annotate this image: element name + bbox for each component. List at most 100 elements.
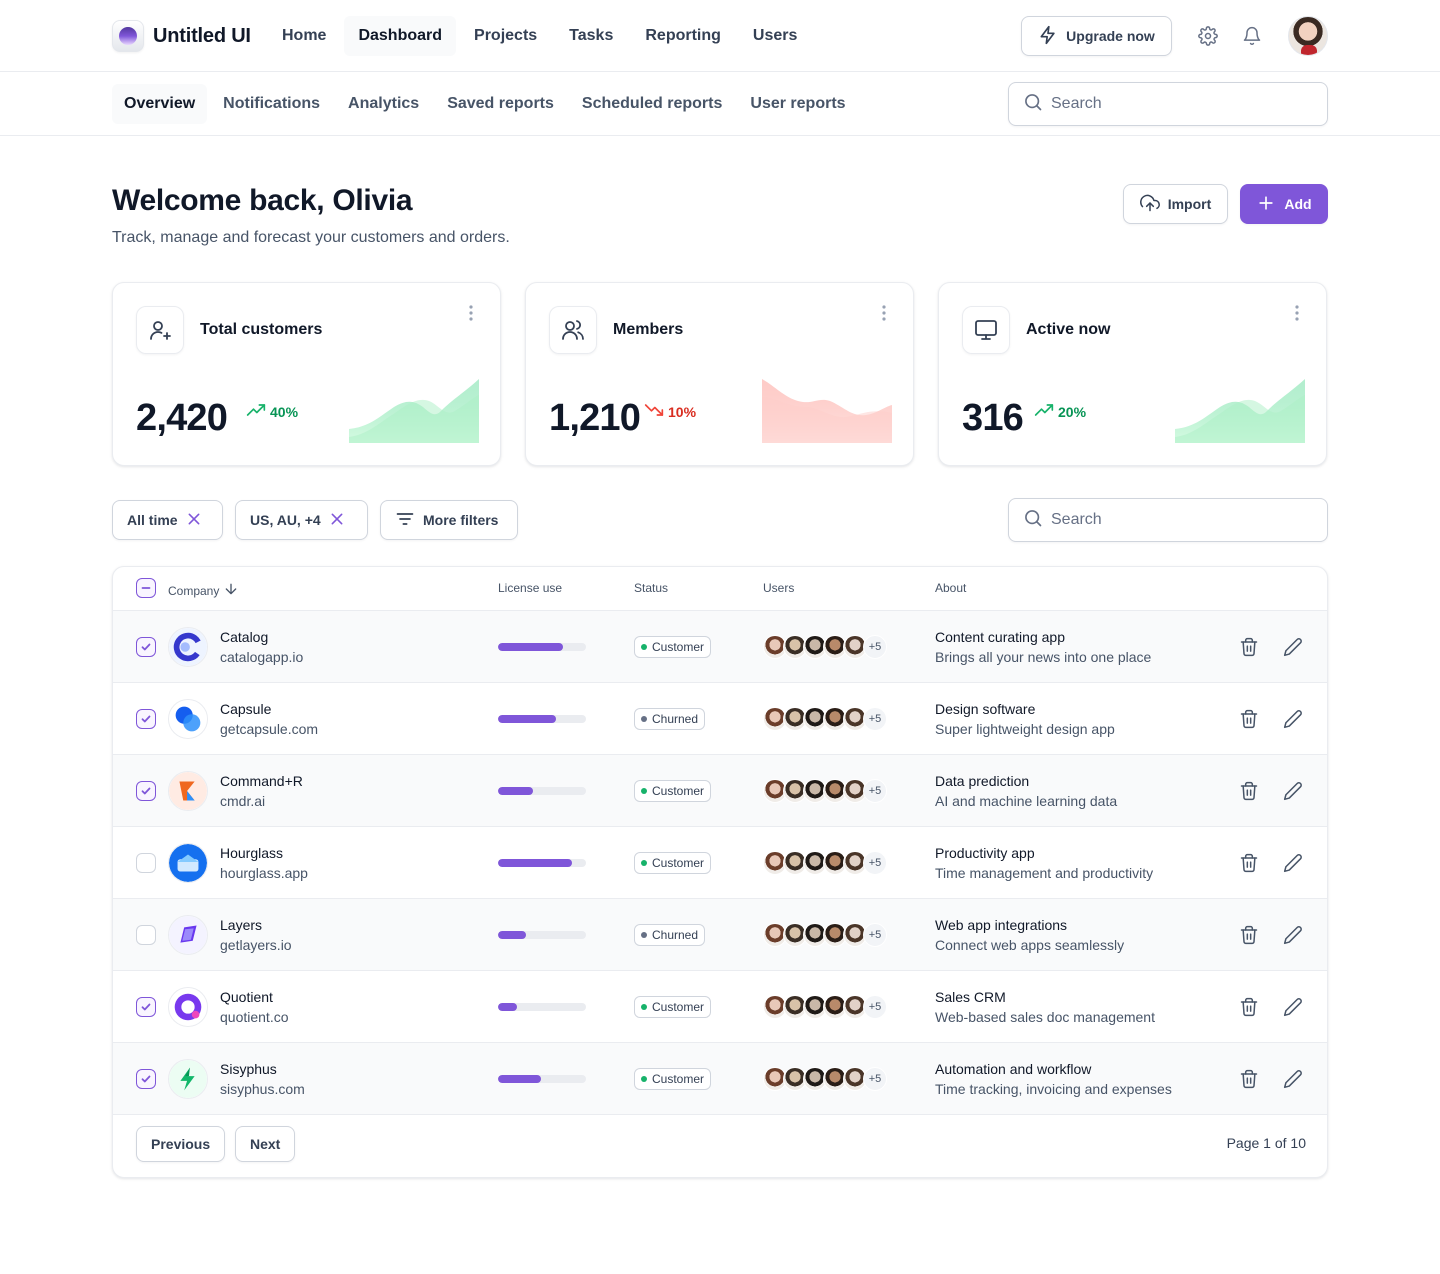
nav-home[interactable]: Home <box>282 27 327 44</box>
top-navigation-bar: Untitled UI Home Dashboard Projects Task… <box>0 0 1440 72</box>
table-row[interactable]: Command+R cmdr.ai Customer +5 Data predi… <box>113 755 1327 827</box>
user-avatar[interactable] <box>843 995 867 1019</box>
more-users-count[interactable]: +5 <box>863 779 887 803</box>
tab-overview[interactable]: Overview <box>112 84 208 124</box>
row-checkbox[interactable] <box>136 925 156 945</box>
edit-pencil-icon[interactable] <box>1283 853 1303 873</box>
next-button[interactable]: Next <box>235 1126 296 1162</box>
user-avatar[interactable] <box>823 707 847 731</box>
select-all-checkbox[interactable] <box>136 578 156 598</box>
status-label: Customer <box>652 784 705 798</box>
row-checkbox[interactable] <box>136 997 156 1017</box>
filter-chip-regions[interactable]: US, AU, +4 <box>235 500 368 540</box>
edit-pencil-icon[interactable] <box>1283 925 1303 945</box>
more-users-count[interactable]: +5 <box>863 707 887 731</box>
add-label: Add <box>1284 196 1312 212</box>
table-search-field[interactable] <box>1008 498 1328 542</box>
edit-pencil-icon[interactable] <box>1283 709 1303 729</box>
about-title: Productivity app <box>935 845 1035 861</box>
trash-icon[interactable] <box>1239 781 1259 801</box>
metric-value: 1,210 <box>549 397 641 439</box>
license-progress-fill <box>498 859 572 867</box>
sub-nav: Overview Notifications Analytics Saved r… <box>112 84 858 124</box>
tab-saved-reports[interactable]: Saved reports <box>447 95 554 112</box>
more-users-count[interactable]: +5 <box>863 635 887 659</box>
nav-projects[interactable]: Projects <box>474 27 538 44</box>
close-icon[interactable] <box>329 511 345 530</box>
tab-user-reports[interactable]: User reports <box>750 95 846 112</box>
company-domain: getcapsule.com <box>220 721 319 737</box>
more-filters-label: More filters <box>423 512 499 528</box>
row-checkbox[interactable] <box>136 853 156 873</box>
filter-chip-label: All time <box>127 512 178 528</box>
trash-icon[interactable] <box>1239 853 1259 873</box>
table-row[interactable]: Capsule getcapsule.com Churned +5 Design… <box>113 683 1327 755</box>
user-avatar[interactable] <box>803 851 827 875</box>
tab-scheduled-reports[interactable]: Scheduled reports <box>581 95 723 112</box>
user-plus-icon <box>136 306 184 354</box>
company-logo-sisyphus <box>168 1059 208 1099</box>
edit-pencil-icon[interactable] <box>1283 1069 1303 1089</box>
row-checkbox[interactable] <box>136 709 156 729</box>
row-checkbox[interactable] <box>136 637 156 657</box>
trash-icon[interactable] <box>1239 709 1259 729</box>
status-dot <box>641 932 647 938</box>
user-avatar[interactable] <box>1288 16 1328 56</box>
bell-icon[interactable] <box>1240 24 1264 48</box>
import-button[interactable]: Import <box>1123 184 1228 224</box>
company-domain: hourglass.app <box>220 865 308 881</box>
nav-tasks[interactable]: Tasks <box>569 27 614 44</box>
nav-users[interactable]: Users <box>752 27 798 44</box>
more-users-count[interactable]: +5 <box>863 923 887 947</box>
close-icon[interactable] <box>186 511 202 530</box>
avatar-group: +5 <box>763 995 887 1019</box>
table-row[interactable]: Sisyphus sisyphus.com Customer +5 Automa… <box>113 1043 1327 1115</box>
table-row[interactable]: Quotient quotient.co Customer +5 Sales C… <box>113 971 1327 1043</box>
status-badge: Customer <box>634 1068 712 1090</box>
more-users-count[interactable]: +5 <box>863 1067 887 1091</box>
edit-pencil-icon[interactable] <box>1283 781 1303 801</box>
table-row[interactable]: Layers getlayers.io Churned +5 Web app i… <box>113 899 1327 971</box>
trash-icon[interactable] <box>1239 997 1259 1017</box>
previous-button[interactable]: Previous <box>136 1126 226 1162</box>
upgrade-now-button[interactable]: Upgrade now <box>1021 16 1172 56</box>
trash-icon[interactable] <box>1239 925 1259 945</box>
table-search-input[interactable] <box>1051 511 1301 529</box>
more-users-count[interactable]: +5 <box>863 995 887 1019</box>
table-row[interactable]: Catalog catalogapp.io Customer +5 Conten… <box>113 611 1327 683</box>
more-vertical-icon[interactable] <box>1289 303 1305 323</box>
row-checkbox[interactable] <box>136 1069 156 1089</box>
table-row[interactable]: Hourglass hourglass.app Customer +5 Prod… <box>113 827 1327 899</box>
trash-icon[interactable] <box>1239 1069 1259 1089</box>
more-filters-button[interactable]: More filters <box>380 500 518 540</box>
more-users-count[interactable]: +5 <box>863 851 887 875</box>
row-checkbox[interactable] <box>136 781 156 801</box>
company-name: Catalog <box>220 629 269 645</box>
nav-reporting[interactable]: Reporting <box>645 27 721 44</box>
tab-analytics[interactable]: Analytics <box>348 95 420 112</box>
app-logo[interactable]: Untitled UI <box>112 20 251 52</box>
more-vertical-icon[interactable] <box>463 303 479 323</box>
column-company[interactable]: Company <box>168 581 239 600</box>
metric-trend: 40% <box>246 400 298 423</box>
avatar-group: +5 <box>763 779 887 803</box>
more-vertical-icon[interactable] <box>876 303 892 323</box>
trash-icon[interactable] <box>1239 637 1259 657</box>
edit-pencil-icon[interactable] <box>1283 637 1303 657</box>
metric-trend: 20% <box>1034 400 1086 423</box>
gear-icon[interactable] <box>1196 24 1220 48</box>
column-about: About <box>935 581 967 595</box>
tab-notifications[interactable]: Notifications <box>223 95 321 112</box>
edit-pencil-icon[interactable] <box>1283 997 1303 1017</box>
company-logo-layers <box>168 915 208 955</box>
metric-value: 316 <box>962 397 1024 439</box>
add-button[interactable]: Add <box>1240 184 1328 224</box>
filter-chip-all-time[interactable]: All time <box>112 500 223 540</box>
top-search-input[interactable] <box>1051 95 1301 113</box>
status-badge: Churned <box>634 708 706 730</box>
nav-dashboard[interactable]: Dashboard <box>344 16 457 56</box>
filter-lines-icon <box>395 509 415 532</box>
top-search-field[interactable] <box>1008 82 1328 126</box>
metric-card-members: Members 1,210 10% <box>525 282 914 466</box>
license-progress-fill <box>498 643 564 651</box>
